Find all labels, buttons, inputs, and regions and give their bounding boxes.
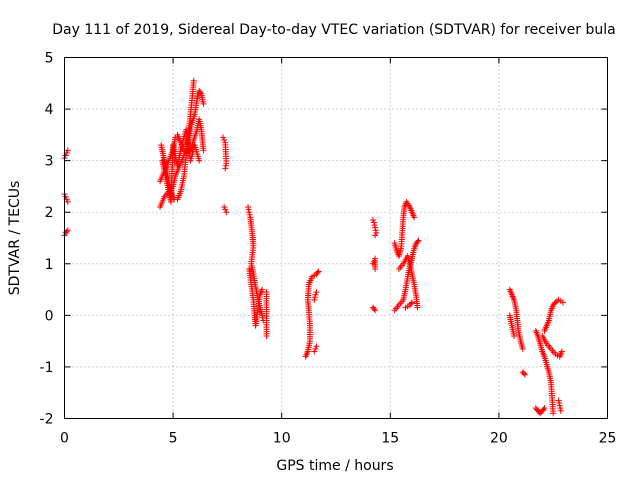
x-tick-label: 20 bbox=[490, 431, 508, 447]
y-tick-label: 1 bbox=[45, 257, 54, 273]
data-point bbox=[62, 193, 69, 200]
data-point bbox=[371, 219, 378, 226]
data-point bbox=[551, 300, 558, 307]
data-point bbox=[407, 300, 414, 307]
data-point bbox=[311, 294, 318, 301]
data-points bbox=[61, 77, 566, 417]
data-point bbox=[519, 345, 526, 352]
data-point bbox=[555, 397, 562, 404]
x-axis-label: GPS time / hours bbox=[276, 458, 393, 474]
data-point bbox=[222, 206, 229, 213]
data-point bbox=[511, 332, 518, 339]
data-point bbox=[245, 206, 252, 213]
data-point bbox=[312, 291, 319, 298]
data-point bbox=[315, 268, 322, 275]
data-point bbox=[520, 370, 527, 377]
data-point bbox=[372, 265, 379, 272]
y-tick-label: 5 bbox=[45, 51, 54, 67]
data-point bbox=[64, 198, 71, 205]
data-point bbox=[245, 204, 252, 211]
data-point bbox=[62, 152, 69, 159]
grid bbox=[64, 57, 608, 419]
data-point bbox=[540, 406, 547, 413]
data-point bbox=[222, 165, 229, 172]
data-point bbox=[411, 214, 418, 221]
data-point bbox=[221, 204, 228, 211]
data-point bbox=[557, 405, 564, 412]
y-axis-label: SDTVAR / TECUs bbox=[7, 181, 23, 296]
data-point bbox=[197, 89, 204, 96]
data-point bbox=[414, 304, 421, 311]
plot-frame bbox=[64, 57, 608, 419]
data-point bbox=[414, 238, 421, 245]
data-point bbox=[312, 345, 319, 352]
data-point bbox=[372, 232, 379, 239]
data-point bbox=[313, 289, 320, 296]
data-point bbox=[369, 216, 376, 223]
data-point bbox=[259, 286, 266, 293]
x-tick-label: 5 bbox=[169, 431, 178, 447]
y-tick-label: 3 bbox=[45, 154, 54, 170]
data-point bbox=[371, 222, 378, 229]
data-point bbox=[311, 348, 318, 355]
data-point bbox=[172, 134, 179, 141]
data-point bbox=[556, 402, 563, 409]
y-tick-label: -2 bbox=[40, 412, 54, 428]
data-point bbox=[558, 348, 565, 355]
data-point bbox=[196, 157, 203, 164]
data-point bbox=[521, 371, 528, 378]
x-tick-label: 10 bbox=[273, 431, 291, 447]
data-point bbox=[246, 209, 253, 216]
y-tick-label: 4 bbox=[45, 102, 54, 118]
data-point bbox=[372, 227, 379, 234]
data-point bbox=[371, 305, 378, 312]
data-point bbox=[246, 211, 253, 218]
data-point bbox=[200, 147, 207, 154]
data-point bbox=[223, 160, 230, 167]
data-point bbox=[220, 134, 227, 141]
data-point bbox=[221, 137, 228, 144]
x-tick-label: 0 bbox=[60, 431, 69, 447]
data-point bbox=[559, 299, 566, 306]
data-point bbox=[409, 299, 416, 306]
data-point bbox=[222, 162, 229, 169]
y-tick-label: -1 bbox=[40, 360, 54, 376]
x-tick-label: 25 bbox=[599, 431, 617, 447]
data-point bbox=[372, 224, 379, 231]
data-point bbox=[200, 100, 207, 107]
y-tick-label: 0 bbox=[45, 308, 54, 324]
data-point bbox=[372, 307, 379, 314]
data-point bbox=[541, 405, 548, 412]
data-point bbox=[313, 343, 320, 350]
data-point bbox=[550, 410, 557, 417]
data-point bbox=[556, 400, 563, 407]
data-point bbox=[415, 237, 422, 244]
data-point bbox=[64, 147, 71, 154]
data-point bbox=[557, 407, 564, 414]
x-tick-label: 15 bbox=[381, 431, 399, 447]
data-point bbox=[373, 229, 380, 236]
y-tick-label: 2 bbox=[45, 205, 54, 221]
data-point bbox=[223, 209, 230, 216]
data-point bbox=[263, 332, 270, 339]
axis-ticks: 0 5 10 15 20 25 -2 -1 0 1 2 3 4 5 bbox=[40, 51, 617, 447]
data-point bbox=[190, 77, 197, 84]
data-point bbox=[311, 296, 318, 303]
chart-title: Day 111 of 2019, Sidereal Day-to-day VTE… bbox=[52, 22, 615, 38]
data-point bbox=[259, 312, 266, 319]
data-point bbox=[64, 227, 71, 234]
data-point bbox=[314, 269, 321, 276]
